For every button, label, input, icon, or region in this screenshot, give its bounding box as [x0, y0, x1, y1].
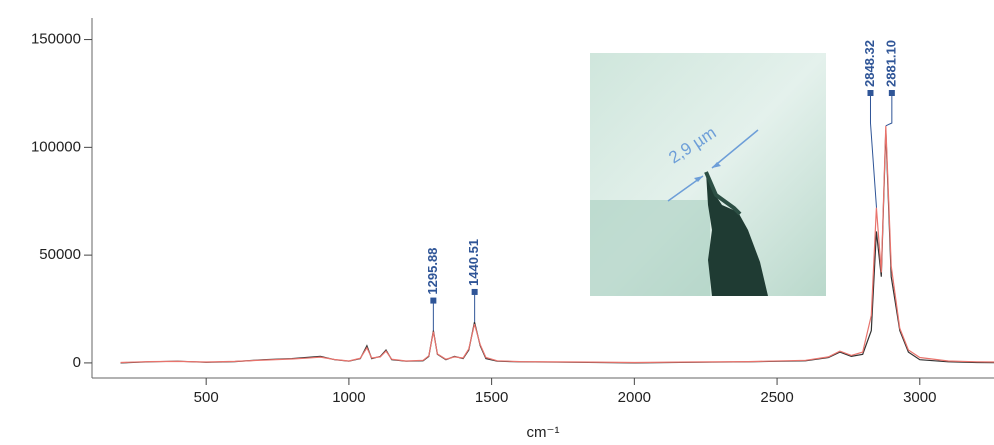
x-axis-label: cm⁻¹ [527, 424, 560, 441]
peak-marker [430, 297, 437, 304]
y-tick-label: 100000 [31, 138, 81, 155]
peak-connector [885, 93, 893, 127]
series-line [120, 130, 994, 364]
y-tick-label: 150000 [31, 31, 81, 48]
peak-label: 1295.88 [425, 248, 440, 295]
series-line [120, 125, 994, 364]
x-tick-label: 1000 [332, 389, 365, 406]
y-tick-label: 50000 [39, 246, 81, 263]
peak-marker [888, 90, 895, 96]
inset-image [590, 53, 826, 296]
peak-connector [869, 93, 877, 208]
x-tick-label: 500 [194, 389, 219, 406]
peak-label: 2848.32 [862, 40, 877, 87]
x-tick-label: 3000 [903, 389, 936, 406]
peak-label: 2881.10 [883, 40, 898, 87]
x-tick-label: 2500 [760, 389, 793, 406]
peak-marker [867, 90, 874, 96]
x-tick-label: 1500 [475, 389, 508, 406]
peak-label: 1440.51 [466, 239, 481, 286]
peak-marker [471, 288, 478, 295]
x-tick-label: 2000 [618, 389, 651, 406]
y-tick-label: 0 [73, 354, 81, 371]
